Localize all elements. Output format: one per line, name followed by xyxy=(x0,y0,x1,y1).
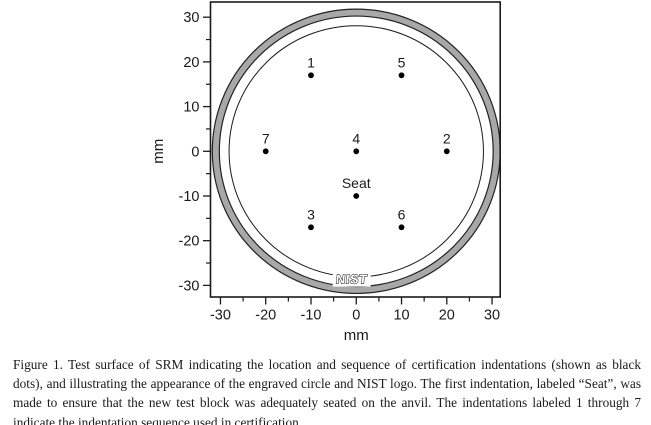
indentation-label-seat: Seat xyxy=(342,175,371,191)
nist-logo-mask xyxy=(332,271,371,287)
indentation-dot-7 xyxy=(262,148,269,155)
x-tick-label: 30 xyxy=(484,308,500,324)
y-axis-label: mm xyxy=(150,139,167,164)
indentation-label-7: 7 xyxy=(262,130,270,146)
indentation-dot-4 xyxy=(353,148,360,155)
y-tick-label: 20 xyxy=(183,55,199,71)
y-tick-label: 10 xyxy=(183,100,199,116)
indentation-label-3: 3 xyxy=(307,206,315,222)
indentation-dot-2 xyxy=(443,148,450,155)
indentation-dot-1 xyxy=(308,72,314,79)
y-tick-label: -10 xyxy=(179,189,200,205)
indentation-label-1: 1 xyxy=(307,54,315,70)
y-tick-label: -20 xyxy=(179,234,200,250)
x-tick-label: 0 xyxy=(352,308,360,324)
plot-frame xyxy=(209,1,502,298)
x-tick-label: 10 xyxy=(393,308,409,324)
srm-plot: NIST -30 -20 -10 0 10 20 30 -30 -20 -10 0 10 20 30 mm mm… xyxy=(150,1,502,344)
indentation-dot-5 xyxy=(398,72,405,79)
indentation-label-4: 4 xyxy=(352,130,360,146)
figure-caption: Figure 1. Test surface of SRM indicating… xyxy=(13,357,641,425)
x-axis-label: mm xyxy=(344,327,369,344)
nist-logo: NIST xyxy=(335,272,368,287)
y-tick-label: -30 xyxy=(179,278,200,294)
indentation-label-5: 5 xyxy=(398,54,406,70)
x-tick-label: -30 xyxy=(210,308,231,324)
indentation-dot-seat xyxy=(353,193,360,199)
y-tick-label: 0 xyxy=(191,144,199,160)
indentation-dot-6 xyxy=(398,224,405,231)
x-tick-label: -20 xyxy=(255,308,276,324)
indentation-label-6: 6 xyxy=(398,206,406,222)
x-tick-label: 20 xyxy=(439,308,455,324)
x-tick-label: -10 xyxy=(301,308,322,324)
indentation-label-2: 2 xyxy=(443,130,451,146)
indentation-dot-3 xyxy=(308,224,314,231)
y-tick-label: 30 xyxy=(183,10,199,26)
